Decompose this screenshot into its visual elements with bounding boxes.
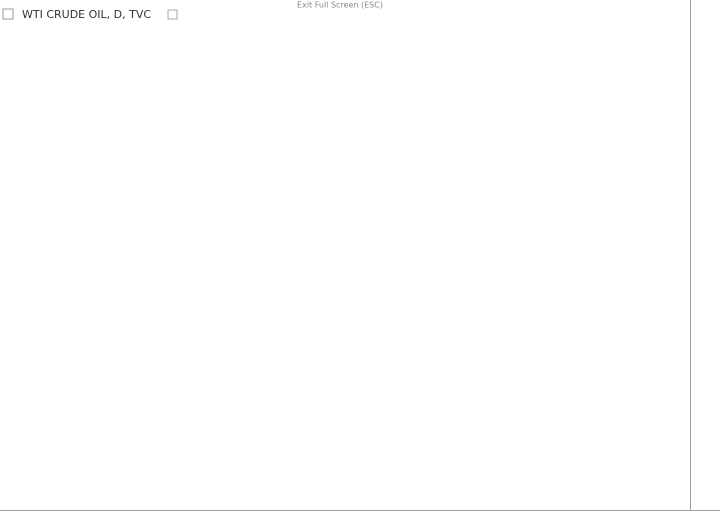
symbol-title: WTI CRUDE OIL, D, TVC: [22, 8, 151, 21]
symbol-icon: [2, 8, 14, 20]
fullscreen-hint[interactable]: Exit Full Screen (ESC): [297, 1, 383, 10]
settings-icon[interactable]: [167, 9, 178, 20]
legend: WTI CRUDE OIL, D, TVC Exit Full Screen (…: [2, 1, 383, 21]
